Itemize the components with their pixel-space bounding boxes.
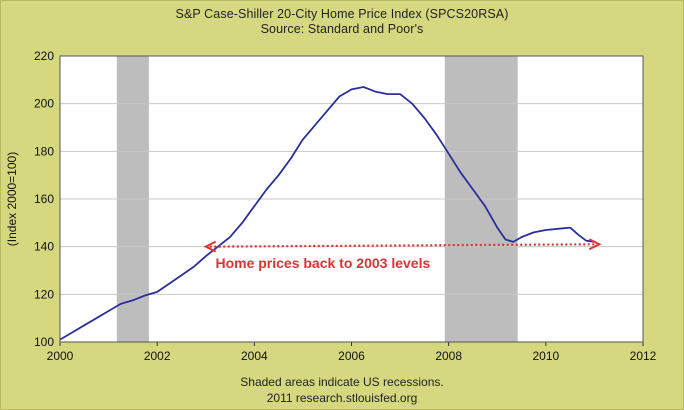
y-tick-label: 200: [34, 97, 54, 111]
source-credit: 2011 research.stlouisfed.org: [266, 391, 418, 405]
plot-layer: 100 120 140 160 180 200 220 2000 2002 2004 2006 200…: [5, 49, 657, 363]
annotation-arrowhead-right: [588, 238, 602, 251]
y-tick-label: 180: [34, 144, 54, 158]
x-tick-label: 2004: [241, 349, 268, 363]
y-tick-label: 120: [34, 287, 54, 301]
series-line: [59, 86, 595, 341]
y-tick-label: 100: [34, 335, 54, 349]
annotation-arrowhead-left: [203, 240, 217, 253]
x-tick-label: 2002: [144, 349, 171, 363]
y-axis-label: (Index 2000=100): [5, 152, 19, 246]
annotation-arrow-line: [209, 243, 596, 248]
recession-note: Shaded areas indicate US recessions.: [240, 375, 444, 389]
annotation-text: Home prices back to 2003 levels: [215, 255, 430, 271]
x-tick-label: 2012: [630, 349, 657, 363]
x-tick-label: 2006: [338, 349, 365, 363]
chart-title: S&P Case-Shiller 20-City Home Price Inde…: [175, 7, 509, 21]
x-tick-label: 2000: [47, 349, 74, 363]
x-tick-label: 2010: [532, 349, 559, 363]
plot-border: [59, 55, 644, 343]
y-tick-label: 220: [34, 49, 54, 63]
chart-subtitle: Source: Standard and Poor's: [260, 22, 424, 36]
y-tick-label: 160: [34, 192, 54, 206]
y-tick-label: 140: [34, 240, 54, 254]
x-tick-label: 2008: [435, 349, 462, 363]
